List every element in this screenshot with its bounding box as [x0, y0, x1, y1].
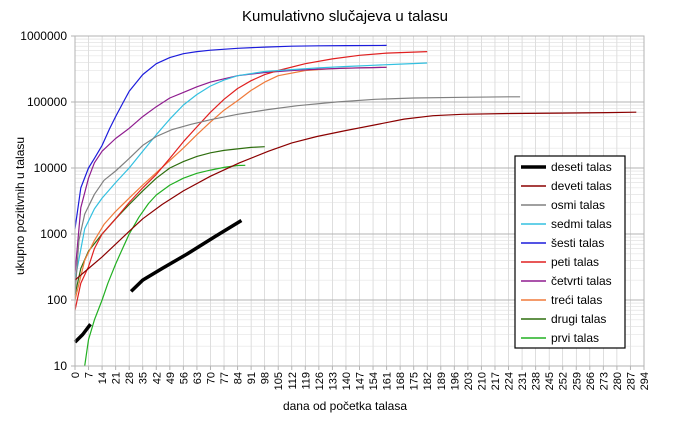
x-tick-label: 273: [598, 372, 610, 390]
series-lines: [73, 44, 637, 367]
legend-label: deveti talas: [551, 179, 612, 193]
y-tick-label: 1000000: [20, 29, 67, 43]
y-tick-label: 10: [54, 359, 68, 373]
legend-label: treći talas: [551, 293, 602, 307]
x-axis-ticks: 0 7 14 21 28 35 42 49 56 63 70 77 84 91 98 105 112 119 126…: [70, 366, 651, 390]
x-tick-label: 161: [382, 372, 394, 390]
legend-label: drugi talas: [551, 312, 606, 326]
series-line: [74, 51, 428, 311]
x-tick-label: 42: [151, 372, 163, 384]
legend-label: prvi talas: [551, 331, 599, 345]
x-tick-label: 231: [517, 372, 529, 390]
x-tick-label: 245: [544, 372, 556, 390]
x-tick-label: 35: [138, 372, 150, 384]
y-axis-label: ukupno pozitivnih u talasu: [13, 137, 27, 275]
x-tick-label: 98: [260, 372, 272, 384]
x-tick-label: 133: [327, 372, 339, 390]
x-tick-label: 259: [571, 372, 583, 390]
legend-label: šesti talas: [551, 236, 604, 250]
x-tick-label: 140: [341, 372, 353, 390]
x-tick-label: 175: [409, 372, 421, 390]
y-tick-label: 100000: [27, 95, 67, 109]
x-tick-label: 63: [192, 372, 204, 384]
x-tick-label: 189: [436, 372, 448, 390]
y-axis-ticks: 10 100 1000 10000 100000 1000000: [20, 29, 75, 373]
series-line: [74, 111, 637, 281]
y-tick-label: 10000: [34, 161, 68, 175]
x-tick-label: 14: [97, 372, 109, 384]
x-tick-label: 287: [625, 372, 637, 390]
legend-label: osmi talas: [551, 198, 605, 212]
legend-box: [514, 155, 626, 349]
x-tick-label: 28: [124, 372, 136, 384]
y-tick-label: 1000: [40, 227, 67, 241]
x-axis-label: dana od početka talasa: [283, 399, 407, 413]
chart-title: Kumulativno slučajeva u talasu: [242, 8, 448, 25]
legend: deseti talas deveti talas osmi talas sedmi …: [514, 155, 626, 349]
legend-label: deseti talas: [551, 160, 612, 174]
x-tick-label: 7: [84, 372, 96, 378]
x-tick-label: 182: [422, 372, 434, 390]
x-tick-label: 252: [558, 372, 570, 390]
x-tick-label: 77: [219, 372, 231, 384]
x-tick-label: 217: [490, 372, 502, 390]
x-tick-label: 168: [395, 372, 407, 390]
x-tick-label: 56: [178, 372, 190, 384]
x-tick-label: 154: [368, 372, 380, 390]
x-tick-label: 119: [300, 372, 312, 390]
x-tick-label: 147: [355, 372, 367, 390]
series-line: [74, 146, 265, 295]
x-tick-label: 21: [111, 372, 123, 384]
series-line: [74, 96, 521, 295]
x-tick-label: 203: [463, 372, 475, 390]
series-line: [74, 66, 387, 274]
series-line: [84, 164, 246, 367]
x-tick-label: 238: [531, 372, 543, 390]
x-tick-label: 280: [612, 372, 624, 390]
y-tick-label: 100: [47, 293, 67, 307]
x-tick-label: 210: [476, 372, 488, 390]
series-line: [74, 62, 428, 281]
series-line: [74, 44, 387, 229]
series-line: [74, 66, 387, 301]
x-tick-label: 70: [205, 372, 217, 384]
legend-label: peti talas: [551, 255, 599, 269]
x-tick-label: 0: [70, 372, 82, 378]
series-line: [73, 323, 92, 344]
legend-label: četvrti talas: [551, 274, 612, 288]
x-tick-label: 126: [314, 372, 326, 390]
x-tick-label: 112: [287, 372, 299, 390]
x-tick-label: 105: [273, 372, 285, 390]
x-tick-label: 49: [165, 372, 177, 384]
x-tick-label: 196: [449, 372, 461, 390]
x-tick-label: 84: [233, 372, 245, 384]
x-tick-label: 224: [504, 372, 516, 390]
x-tick-label: 294: [639, 372, 651, 390]
legend-label: sedmi talas: [551, 217, 612, 231]
x-tick-label: 266: [585, 372, 597, 390]
series-line: [129, 219, 243, 293]
x-tick-label: 91: [246, 372, 258, 384]
